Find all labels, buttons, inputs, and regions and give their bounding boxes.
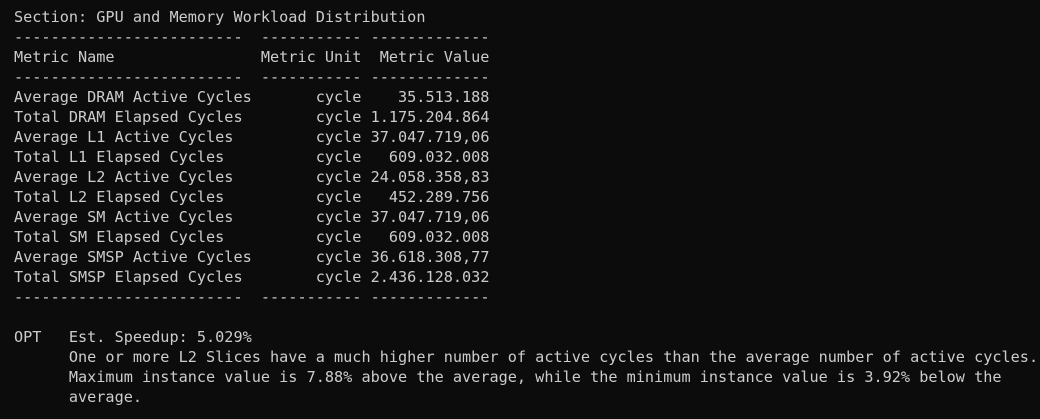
opt-message: average. [68, 388, 143, 406]
metric-unit: cycle [315, 168, 362, 186]
metric-value: 36.618.308,77 [370, 248, 490, 266]
metric-value: 1.175.204.864 [370, 108, 490, 126]
metric-unit: cycle [315, 208, 362, 226]
metric-unit: cycle [315, 148, 362, 166]
metric-row: Total DRAM Elapsed Cycles cycle 1.175.204.… [14, 107, 1038, 127]
metric-row: Average DRAM Active Cycles cycle 35.513.18… [14, 87, 1038, 107]
metric-value: 24.058.358,83 [370, 168, 490, 186]
metric-name: Total L2 Elapsed Cycles [14, 188, 225, 206]
separator: ------------------------- [14, 288, 243, 306]
opt-label: OPT [14, 328, 42, 346]
metric-unit: cycle [315, 88, 362, 106]
opt-message: One or more L2 Slices have a much higher… [68, 348, 1039, 366]
separator: ----------- [260, 68, 362, 86]
opt-line: OPT Est. Speedup: 5.029% [14, 327, 1038, 347]
metric-row: Average SMSP Active Cycles cycle 36.618.30… [14, 247, 1038, 267]
separator-line: ------------------------- ----------- ----… [14, 287, 1038, 307]
metric-value: 2.436.128.032 [370, 268, 490, 286]
metric-row: Total L1 Elapsed Cycles cycle 609.032.008 [14, 147, 1038, 167]
header-row: Metric Name Metric Unit Metric Value [14, 47, 1038, 67]
column-header: Metric Unit [260, 48, 362, 66]
section-line: Section: GPU and Memory Workload Distrib… [14, 7, 1038, 27]
metric-unit: cycle [315, 108, 362, 126]
metric-name: Total SMSP Elapsed Cycles [14, 268, 243, 286]
opt-speedup: Est. Speedup: 5.029% [68, 328, 252, 346]
separator: ------------- [370, 28, 490, 46]
metric-name: Average DRAM Active Cycles [14, 88, 252, 106]
separator-line: ------------------------- ----------- ----… [14, 67, 1038, 87]
metric-name: Total DRAM Elapsed Cycles [14, 108, 243, 126]
metric-unit: cycle [315, 188, 362, 206]
opt-message-line: One or more L2 Slices have a much higher… [14, 347, 1038, 367]
metric-value: 609.032.008 [388, 228, 490, 246]
metric-row: Average L2 Active Cycles cycle 24.058.358,… [14, 167, 1038, 187]
separator: ------------------------- [14, 28, 243, 46]
metric-name: Average SMSP Active Cycles [14, 248, 252, 266]
metric-unit: cycle [315, 128, 362, 146]
opt-message-line: Maximum instance value is 7.88% above th… [14, 367, 1038, 387]
separator: ----------- [260, 288, 362, 306]
metric-name: Average L2 Active Cycles [14, 168, 234, 186]
metric-row: Total SM Elapsed Cycles cycle 609.032.008 [14, 227, 1038, 247]
metric-unit: cycle [315, 248, 362, 266]
metric-row: Average SM Active Cycles cycle 37.047.719,… [14, 207, 1038, 227]
blank-line [14, 307, 1038, 327]
metric-value: 35.513.188 [398, 88, 490, 106]
metric-name: Average SM Active Cycles [14, 208, 234, 226]
metric-value: 37.047.719,06 [370, 128, 490, 146]
separator: ------------------------- [14, 68, 243, 86]
metric-value: 452.289.756 [388, 188, 490, 206]
column-header: Metric Value [379, 48, 490, 66]
terminal-output: Section: GPU and Memory Workload Distrib… [14, 7, 1038, 407]
separator: ------------- [370, 288, 490, 306]
metric-name: Total L1 Elapsed Cycles [14, 148, 225, 166]
separator-line: ------------------------- ----------- ----… [14, 27, 1038, 47]
column-header: Metric Name [14, 48, 115, 66]
metric-value: 37.047.719,06 [370, 208, 490, 226]
metric-row: Total L2 Elapsed Cycles cycle 452.289.756 [14, 187, 1038, 207]
metric-row: Total SMSP Elapsed Cycles cycle 2.436.128.… [14, 267, 1038, 287]
metric-unit: cycle [315, 268, 362, 286]
metric-name: Total SM Elapsed Cycles [14, 228, 225, 246]
opt-message: Maximum instance value is 7.88% above th… [68, 368, 1002, 386]
opt-message-line: average. [14, 387, 1038, 407]
separator: ------------- [370, 68, 490, 86]
metric-name: Average L1 Active Cycles [14, 128, 234, 146]
metric-row: Average L1 Active Cycles cycle 37.047.719,… [14, 127, 1038, 147]
section-title: Section: GPU and Memory Workload Distrib… [14, 8, 426, 26]
metric-unit: cycle [315, 228, 362, 246]
metric-value: 609.032.008 [388, 148, 490, 166]
separator: ----------- [260, 28, 362, 46]
